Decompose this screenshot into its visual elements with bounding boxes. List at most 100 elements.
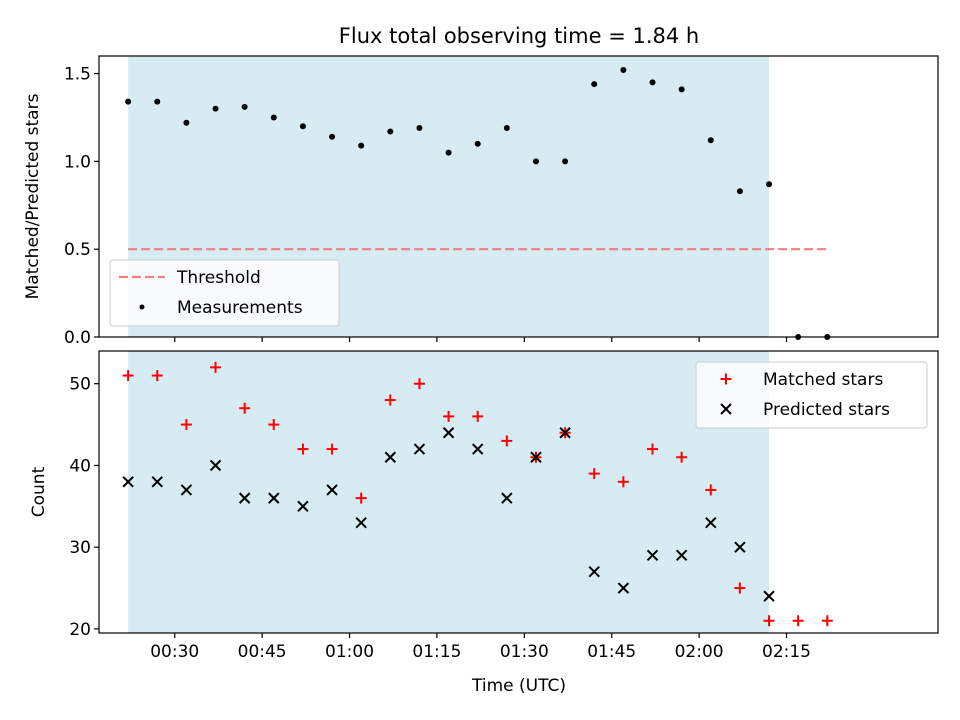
legend-box [695, 361, 928, 429]
x-tick-label: 01:15 [412, 642, 461, 662]
predicted-star-point [763, 590, 775, 602]
predicted-star-point [180, 484, 193, 496]
matched-star-point [617, 476, 629, 488]
x-tick-label: 01:00 [325, 642, 374, 662]
x-axis-label: Time (UTC) [471, 676, 566, 696]
y-axis-label: Matched/Predicted stars [23, 93, 43, 299]
x-stroke [734, 541, 746, 553]
x-stroke [588, 565, 600, 578]
predicted-star-point [530, 451, 542, 463]
ratio-panel: 0.0 0.5 1.0 1.5 Matched/Predicted stars Thres… [23, 55, 939, 348]
y-tick-label: 20 [69, 620, 91, 640]
legend-threshold-label: Threshold [176, 268, 261, 288]
x-stroke [705, 516, 717, 529]
measurement-point [241, 103, 248, 110]
predicted-star-point [734, 541, 746, 553]
measurement-point [183, 119, 190, 126]
y-tick-label: 1.5 [64, 65, 91, 85]
matched-star-point [705, 484, 717, 496]
measurement-point [474, 140, 481, 147]
x-tick-label: 02:15 [762, 642, 811, 662]
predicted-star-point [268, 492, 280, 504]
x-tick-label: 02:00 [675, 642, 724, 662]
measurement-point [591, 81, 598, 88]
x-stroke [238, 492, 251, 504]
predicted-star-point [588, 565, 600, 578]
x-stroke [559, 427, 571, 439]
x-stroke [442, 427, 455, 439]
measurement-point [329, 133, 336, 140]
matched-star-point [821, 615, 833, 627]
matched-star-point [588, 468, 600, 480]
predicted-star-point [501, 492, 513, 504]
matched-star-point [268, 419, 280, 431]
legend-matched-label: Matched stars [763, 370, 883, 390]
x-stroke [326, 484, 338, 496]
predicted-star-point [238, 492, 251, 504]
measurement-point [358, 142, 365, 149]
measurement-point [766, 181, 773, 188]
x-stroke [180, 484, 193, 496]
legend-box [109, 259, 340, 327]
x-stroke [297, 500, 309, 513]
y-axis-label: Count [29, 466, 49, 517]
measurement-point [532, 158, 539, 165]
x-tick-label: 01:30 [500, 642, 549, 662]
legend-predicted-label: Predicted stars [763, 400, 890, 420]
measurement-point [387, 128, 394, 135]
measurement-point [649, 79, 656, 86]
ratio-legend: Threshold Measurements [109, 259, 340, 327]
measurement-point [678, 86, 685, 93]
x-stroke [617, 582, 630, 594]
ratio-axes-frame [98, 55, 939, 338]
count-panel: 00:30 00:45 01:00 01:15 01:30 01:45 02:00 02:15… [29, 350, 939, 662]
x-stroke [763, 590, 775, 602]
x-tick-label: 01:45 [587, 642, 636, 662]
matched-star-point [501, 435, 513, 447]
predicted-star-point [472, 443, 484, 455]
legend-measurement-swatch [139, 304, 145, 310]
matched-star-point [647, 443, 659, 455]
measurement-point [270, 114, 277, 121]
matched-star-point [413, 378, 425, 390]
predicted-star-point [122, 476, 134, 488]
chart-title: Flux total observing time = 1.84 h [339, 24, 699, 48]
matched-star-point [763, 615, 775, 627]
x-stroke [472, 443, 484, 455]
matched-star-point [122, 370, 134, 382]
x-stroke [209, 459, 222, 472]
measurement-point [562, 158, 569, 165]
measurement-point [416, 125, 423, 132]
x-tick-label: 00:30 [150, 642, 199, 662]
legend-predicted-swatch [720, 403, 732, 415]
x-stroke [151, 476, 163, 488]
x-stroke [675, 549, 688, 562]
matched-star-point [443, 410, 455, 422]
measurement-point [212, 105, 219, 112]
predicted-star-point [617, 582, 630, 594]
predicted-star-point [209, 459, 222, 472]
measurement-point [503, 125, 510, 132]
x-stroke [355, 516, 367, 529]
matched-star-point [792, 615, 804, 627]
predicted-star-point [675, 549, 688, 562]
matched-star-point [472, 410, 484, 422]
matched-star-point [151, 370, 163, 382]
y-tick-label: 0.0 [64, 328, 91, 348]
x-stroke [268, 492, 280, 504]
predicted-star-point [384, 451, 397, 463]
x-tick-label: 00:45 [238, 642, 287, 662]
predicted-star-point [705, 516, 717, 529]
x-stroke [501, 492, 513, 504]
y-tick-label: 0.5 [64, 240, 91, 260]
x-stroke [530, 451, 542, 463]
matched-star-point [734, 582, 746, 594]
matched-star-point [297, 443, 309, 455]
predicted-star-point [442, 427, 455, 439]
predicted-star-point [646, 549, 659, 562]
y-tick-label: 30 [69, 538, 91, 558]
count-legend: Matched stars Predicted stars [695, 361, 928, 429]
measurement-point [620, 67, 627, 74]
x-stroke [122, 476, 134, 488]
